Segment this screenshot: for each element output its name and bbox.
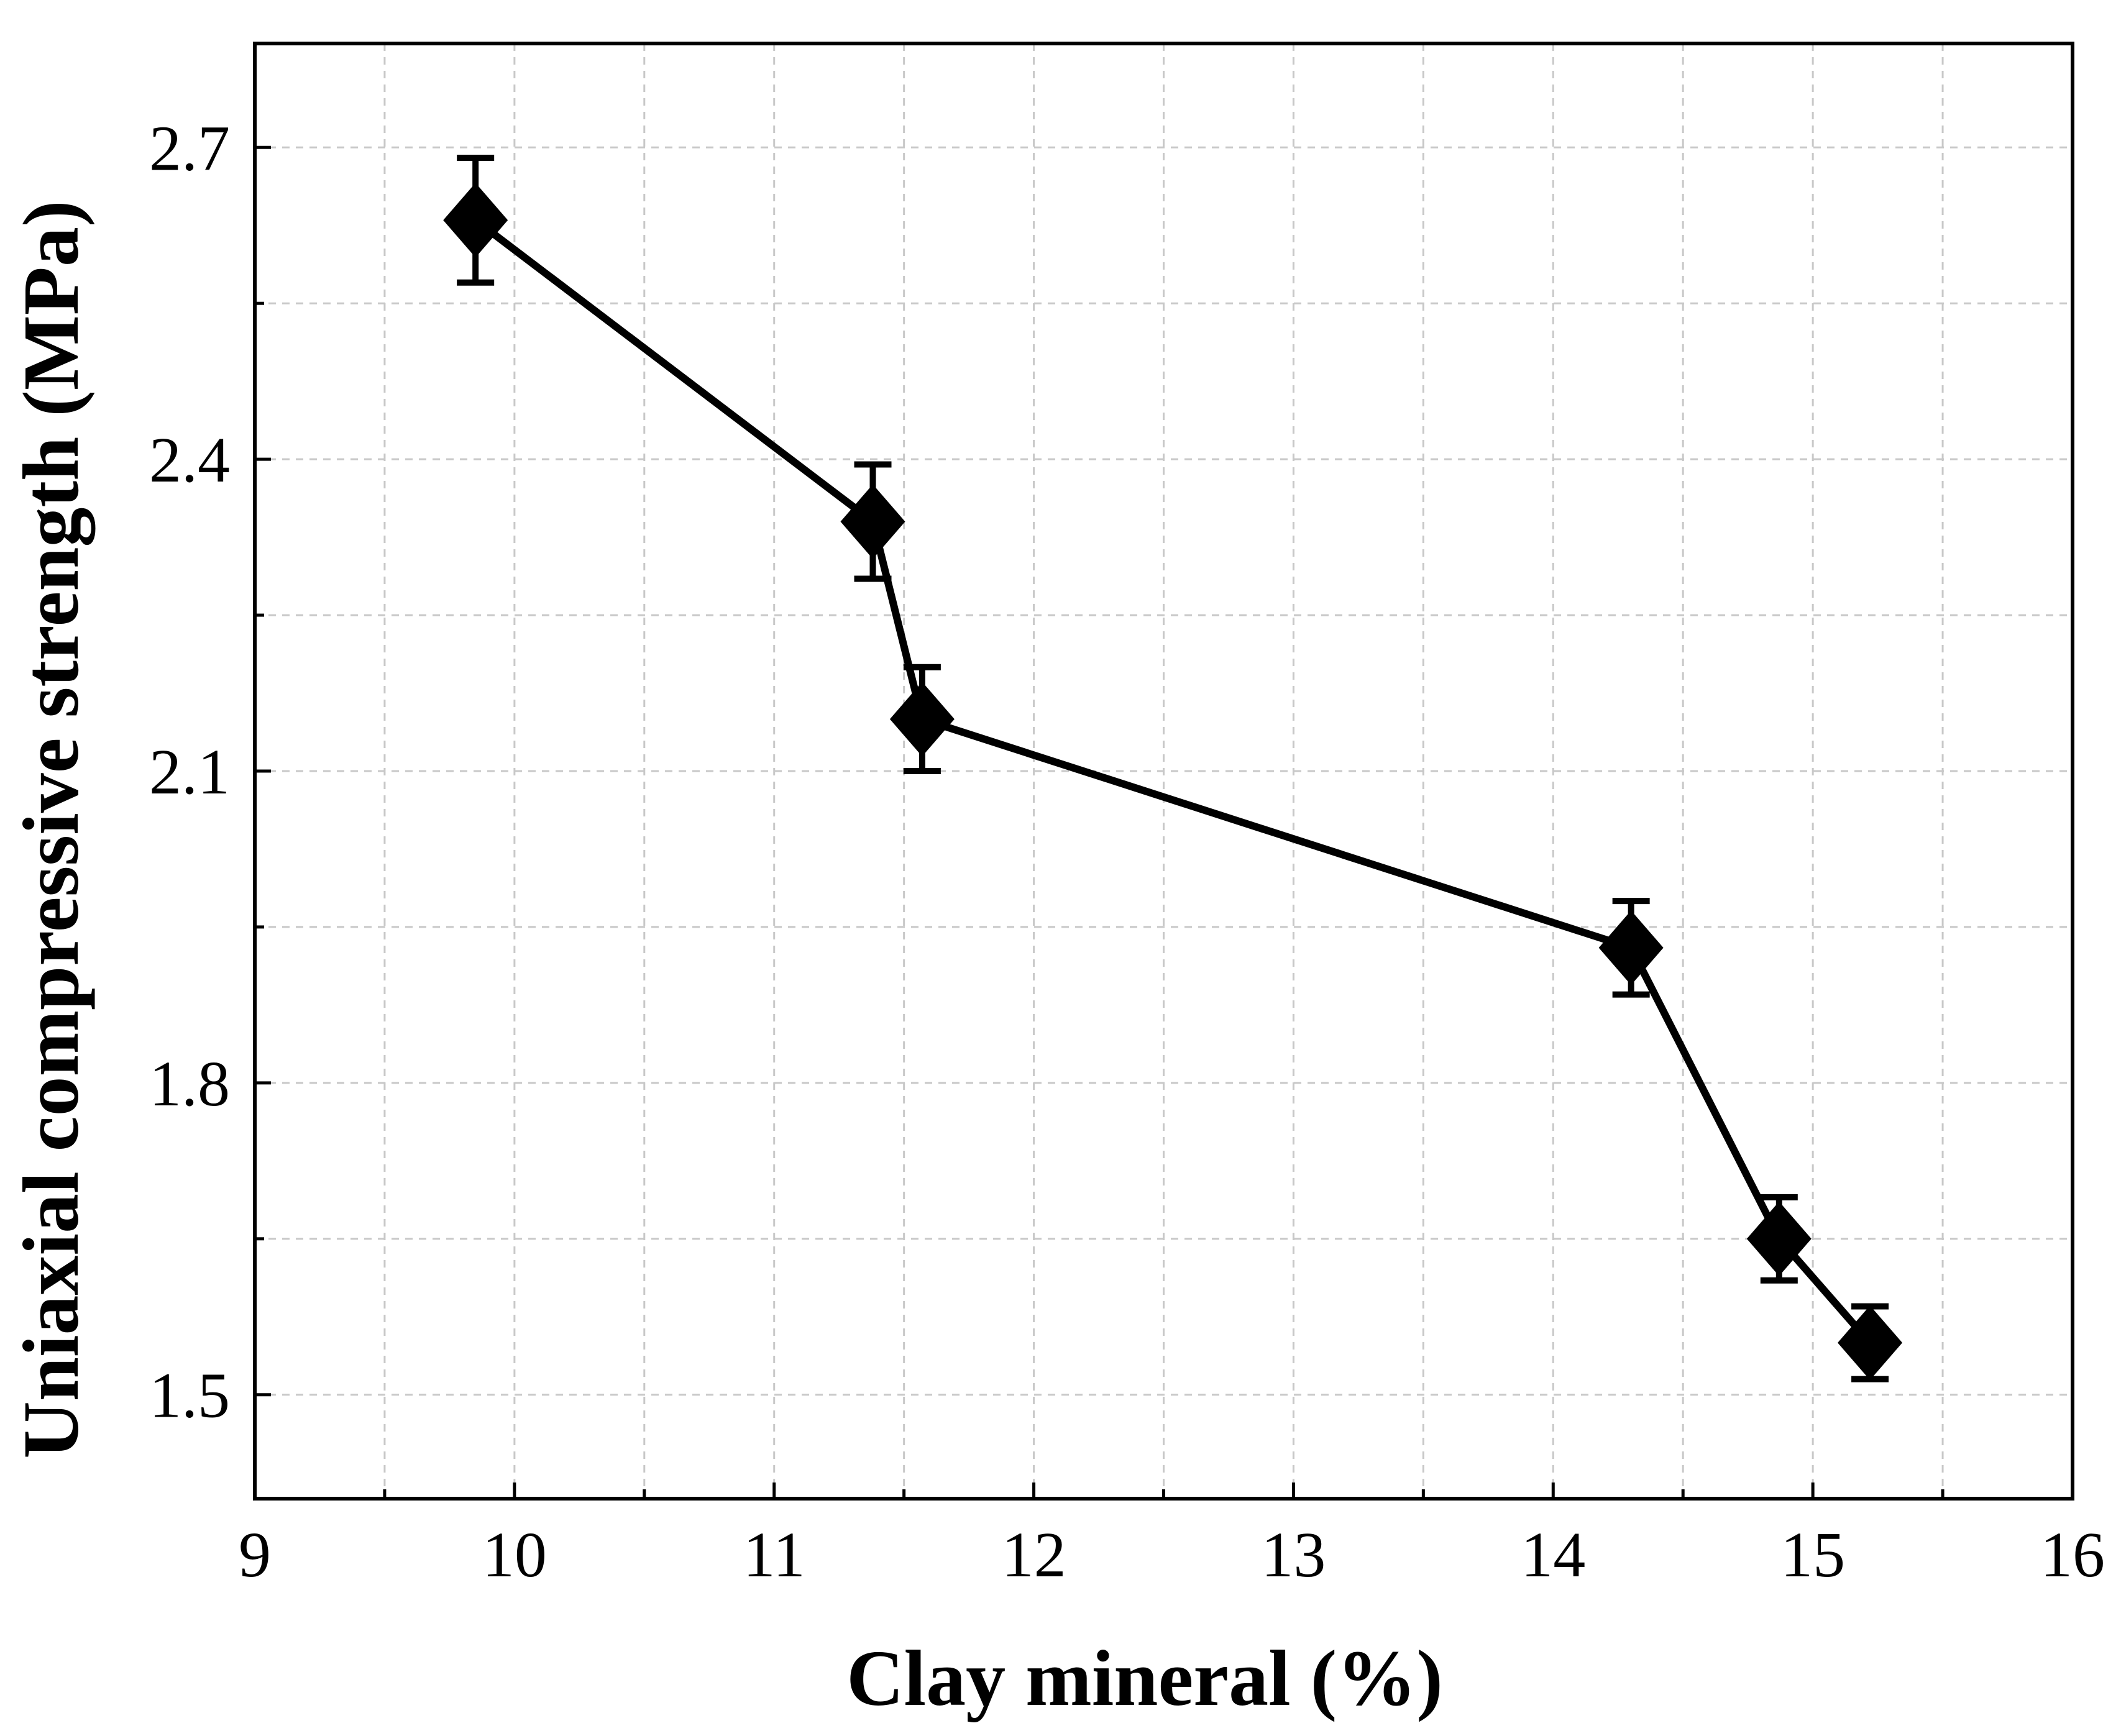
y-tick-label: 2.4 (149, 424, 230, 496)
y-tick-label: 1.8 (149, 1048, 230, 1120)
x-tick-label: 12 (1002, 1519, 1066, 1591)
x-tick-label: 9 (239, 1519, 271, 1591)
data-point-marker (443, 183, 508, 258)
x-axis-title: Clay mineral (%) (846, 1634, 1443, 1722)
x-tick-label: 13 (1261, 1519, 1326, 1591)
data-point-marker (840, 484, 905, 559)
x-tick-label: 11 (743, 1519, 805, 1591)
x-tick-label: 16 (2040, 1519, 2105, 1591)
y-tick-label: 1.5 (149, 1360, 230, 1432)
data-point-marker (889, 682, 955, 757)
tick-layer (253, 145, 2074, 1499)
y-tick-labels: 1.5 1.8 2.1 2.4 2.7 (149, 112, 230, 1431)
data-point-marker (1598, 910, 1664, 985)
data-point-marker (1746, 1201, 1812, 1276)
marker-layer (443, 183, 1903, 1381)
x-tick-labels: 9 10 11 12 13 14 15 16 (239, 1519, 2105, 1591)
y-tick-label: 2.7 (149, 112, 230, 184)
data-point-marker (1838, 1305, 1903, 1381)
x-tick-label: 10 (482, 1519, 547, 1591)
grid-layer (255, 43, 2073, 1499)
y-axis-title: Uniaxial compressive strength (MPa) (7, 200, 95, 1458)
y-tick-label: 2.1 (149, 736, 230, 808)
x-tick-label: 15 (1780, 1519, 1845, 1591)
x-tick-label: 14 (1521, 1519, 1585, 1591)
